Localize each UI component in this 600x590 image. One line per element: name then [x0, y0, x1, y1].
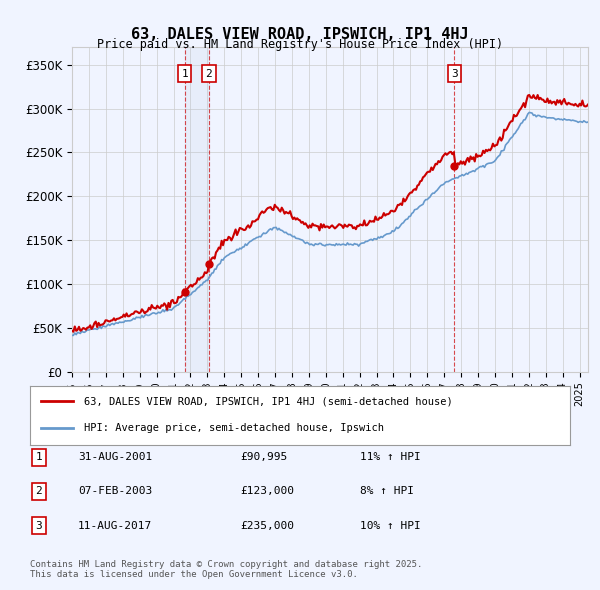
Text: £90,995: £90,995: [240, 453, 287, 462]
Text: 07-FEB-2003: 07-FEB-2003: [78, 487, 152, 496]
Text: 1: 1: [181, 68, 188, 78]
Text: Price paid vs. HM Land Registry's House Price Index (HPI): Price paid vs. HM Land Registry's House …: [97, 38, 503, 51]
Text: 3: 3: [35, 521, 43, 530]
Text: 3: 3: [451, 68, 458, 78]
Text: 2: 2: [35, 487, 43, 496]
Text: Contains HM Land Registry data © Crown copyright and database right 2025.
This d: Contains HM Land Registry data © Crown c…: [30, 560, 422, 579]
Text: 1: 1: [35, 453, 43, 462]
Bar: [185, 47, 209, 372]
Text: 11% ↑ HPI: 11% ↑ HPI: [360, 453, 421, 462]
Text: 11-AUG-2017: 11-AUG-2017: [78, 521, 152, 530]
Text: 31-AUG-2001: 31-AUG-2001: [78, 453, 152, 462]
Text: HPI: Average price, semi-detached house, Ipswich: HPI: Average price, semi-detached house,…: [84, 423, 384, 432]
Text: 63, DALES VIEW ROAD, IPSWICH, IP1 4HJ (semi-detached house): 63, DALES VIEW ROAD, IPSWICH, IP1 4HJ (s…: [84, 396, 453, 406]
Text: 2: 2: [206, 68, 212, 78]
Text: 8% ↑ HPI: 8% ↑ HPI: [360, 487, 414, 496]
Text: 63, DALES VIEW ROAD, IPSWICH, IP1 4HJ: 63, DALES VIEW ROAD, IPSWICH, IP1 4HJ: [131, 27, 469, 41]
Text: 10% ↑ HPI: 10% ↑ HPI: [360, 521, 421, 530]
Text: £123,000: £123,000: [240, 487, 294, 496]
Text: £235,000: £235,000: [240, 521, 294, 530]
